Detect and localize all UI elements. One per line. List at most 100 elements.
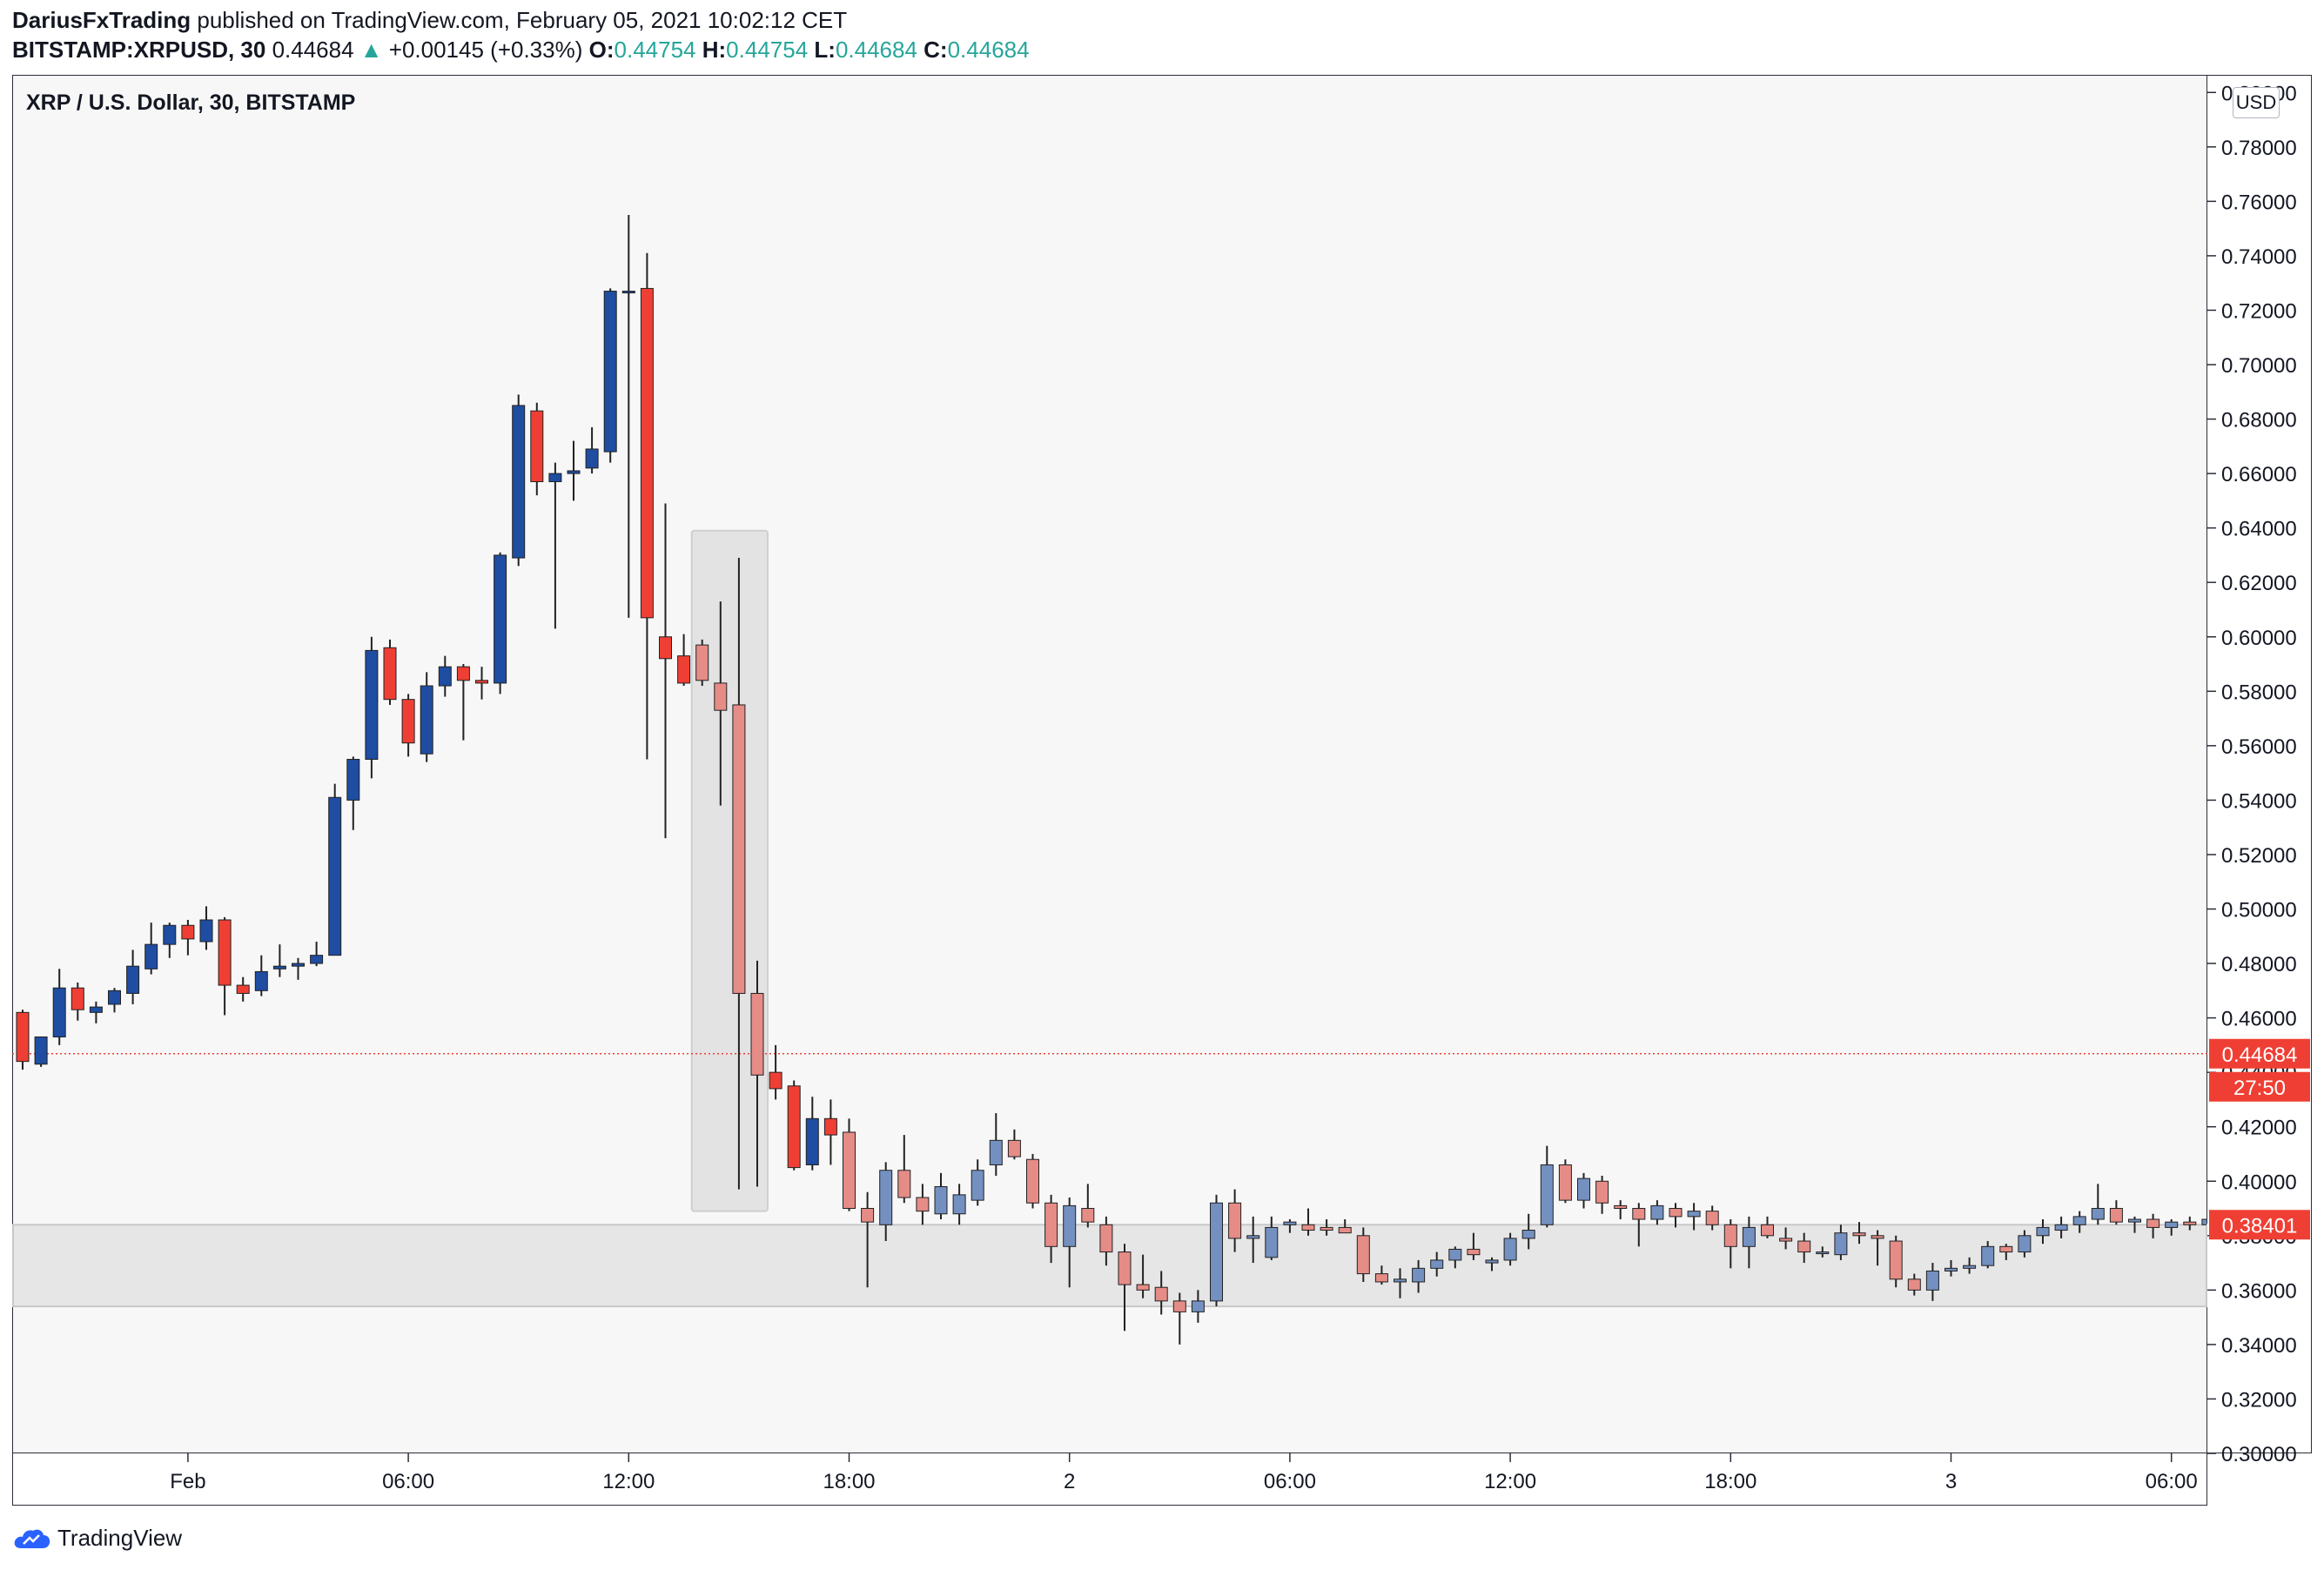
currency-button[interactable]: USD	[2233, 87, 2280, 118]
y-tick-label: 0.48000	[2221, 953, 2297, 976]
candle-body	[89, 1006, 103, 1013]
tradingview-logo[interactable]: TradingView	[12, 1525, 182, 1552]
chart-plot-area[interactable]	[12, 75, 2207, 1453]
candle	[310, 942, 324, 967]
y-tick-label: 0.30000	[2221, 1443, 2297, 1466]
candle	[1889, 1235, 1903, 1288]
candle-body	[2183, 1221, 2197, 1225]
candle	[1210, 1194, 1223, 1307]
candle-body	[1301, 1224, 1315, 1231]
candle	[346, 756, 360, 830]
close-value: 0.44684	[947, 37, 1030, 63]
candle-body	[1467, 1248, 1481, 1256]
candle-body	[1430, 1259, 1444, 1269]
candle	[1172, 1292, 1186, 1345]
y-tick-label: 0.70000	[2221, 354, 2297, 378]
candle	[769, 1044, 783, 1100]
candle-body	[1558, 1164, 1572, 1201]
candle	[659, 503, 672, 839]
candle	[1723, 1219, 1737, 1269]
candle	[1540, 1145, 1554, 1228]
candle	[2128, 1216, 2141, 1233]
candle-body	[1779, 1238, 1793, 1242]
symbol-label: BITSTAMP:XRPUSD, 30	[12, 37, 266, 63]
candle	[512, 394, 526, 567]
candle-body	[879, 1170, 893, 1225]
candle-body	[1540, 1164, 1554, 1225]
ohlc-line: BITSTAMP:XRPUSD, 30 0.44684 ▲ +0.00145 (…	[12, 37, 1030, 64]
candle-body	[1412, 1267, 1426, 1283]
candle	[328, 783, 342, 956]
brand-name: TradingView	[57, 1525, 183, 1551]
candle	[1485, 1257, 1499, 1271]
up-triangle-icon: ▲	[359, 37, 383, 63]
candle	[2072, 1211, 2086, 1233]
candle	[1007, 1129, 1021, 1160]
x-tick-label: 18:00	[823, 1470, 875, 1493]
time-axis[interactable]	[12, 1453, 2207, 1506]
candle-body	[1816, 1251, 1830, 1255]
candle	[272, 944, 286, 977]
candle-body	[1154, 1286, 1168, 1302]
open-value: 0.44754	[614, 37, 696, 63]
x-tick-label: 06:00	[382, 1470, 434, 1493]
candle	[1356, 1227, 1370, 1282]
y-tick-label: 0.56000	[2221, 735, 2297, 759]
candle-body	[2165, 1221, 2179, 1228]
candle-body	[695, 644, 709, 681]
candle	[916, 1184, 930, 1225]
candle	[2036, 1219, 2050, 1245]
candle-body	[1742, 1226, 1756, 1247]
candle	[236, 976, 250, 1002]
candle	[1907, 1273, 1921, 1296]
candle-body	[1834, 1232, 1848, 1256]
x-tick-label: 06:00	[2146, 1470, 2198, 1493]
candle-body	[787, 1085, 801, 1169]
y-tick-label: 0.62000	[2221, 572, 2297, 595]
candle-body	[1945, 1267, 1958, 1271]
high-value: 0.44754	[726, 37, 809, 63]
candle-body	[934, 1186, 948, 1215]
candle-body	[1228, 1202, 1242, 1239]
candle-body	[1889, 1240, 1903, 1280]
candle-body	[475, 680, 488, 684]
candle	[2091, 1184, 2105, 1225]
candle	[218, 916, 232, 1016]
candle-body	[1044, 1202, 1058, 1247]
candle	[934, 1172, 948, 1220]
y-tick-label: 0.64000	[2221, 518, 2297, 541]
publish-info: published on TradingView.com, February 0…	[197, 7, 848, 33]
candle	[438, 655, 452, 697]
candle-body	[548, 473, 562, 482]
candle	[952, 1184, 966, 1225]
candle-body	[1246, 1235, 1260, 1239]
candle-body	[1320, 1226, 1333, 1231]
candle	[1320, 1219, 1333, 1236]
candle-body	[401, 699, 415, 744]
candle-body	[1981, 1245, 1995, 1266]
candle	[2201, 1218, 2206, 1225]
candle	[2109, 1200, 2123, 1225]
candle-body	[1283, 1221, 1297, 1225]
candle	[1558, 1159, 1572, 1204]
candle-body	[254, 970, 268, 991]
author-name[interactable]: DariusFxTrading	[12, 7, 191, 33]
candle-body	[1521, 1230, 1535, 1239]
candle	[456, 664, 470, 741]
candle	[163, 923, 177, 958]
candle-body	[530, 410, 544, 482]
candle	[585, 426, 599, 474]
candle-body	[1907, 1278, 1921, 1291]
y-tick-label: 0.42000	[2221, 1117, 2297, 1140]
candle-body	[2146, 1218, 2160, 1228]
low-label: L:	[814, 37, 836, 63]
candle	[1265, 1216, 1279, 1260]
candle	[695, 639, 709, 687]
candle	[1430, 1251, 1444, 1277]
y-tick-label: 0.34000	[2221, 1334, 2297, 1358]
candle-body	[897, 1170, 911, 1198]
x-tick-label: 3	[1945, 1470, 1957, 1493]
candle	[861, 1191, 875, 1288]
candle-body	[769, 1071, 783, 1090]
